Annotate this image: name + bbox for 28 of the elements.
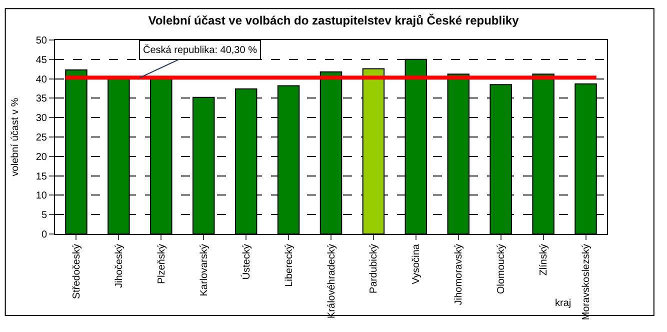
y-tick-label: 45 xyxy=(36,54,48,66)
y-tick-label: 15 xyxy=(36,171,48,182)
y-tick-label: 35 xyxy=(36,94,48,105)
x-axis-title: kraj xyxy=(555,298,572,309)
x-tick-label: Jihomoravský xyxy=(454,244,465,306)
x-tick-label: Plzeňský xyxy=(156,244,168,284)
y-axis-title: volební účast v % xyxy=(10,98,21,176)
x-tick-label: Karlovarský xyxy=(198,244,210,296)
y-tick-label: 30 xyxy=(36,113,48,124)
y-tick-label: 0 xyxy=(41,230,48,240)
x-tick-label: Liberecký xyxy=(284,244,295,287)
y-tick-label: 50 xyxy=(36,36,48,46)
y-tick-label: 20 xyxy=(36,152,48,163)
y-tick-label: 10 xyxy=(36,190,48,202)
y-tick-label: 40 xyxy=(36,74,48,86)
x-tick-label: Středočeský xyxy=(71,244,82,300)
chart-title: Volební účast ve volbách do zastupitelstev krajů České republiky xyxy=(148,13,520,28)
x-tick-label: Zlínský xyxy=(538,244,550,276)
x-tick-label: Vysočina xyxy=(411,244,422,284)
x-tick-label: Olomoucký xyxy=(496,244,508,294)
x-tick-label: Pardubický xyxy=(368,244,380,294)
ref-line-label: Česká republika: 40,30 % xyxy=(143,44,258,56)
x-tick-label: Ústecký xyxy=(240,244,252,280)
x-tick-label: Královéhradecký xyxy=(326,244,338,318)
y-tick-label: 5 xyxy=(41,210,48,222)
y-tick-label: 25 xyxy=(36,132,48,144)
x-tick-label: Jihočeský xyxy=(114,244,125,288)
x-tick-label: Moravskoslezský xyxy=(581,244,592,320)
